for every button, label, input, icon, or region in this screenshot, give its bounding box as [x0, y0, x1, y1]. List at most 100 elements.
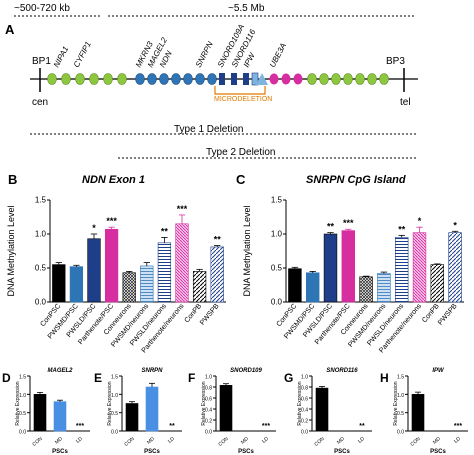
bar [157, 242, 172, 303]
green-gene-marker [47, 73, 57, 85]
y-axis-label: DNA Methylation Level [242, 205, 252, 296]
category-label: LD [75, 436, 84, 445]
snord-marker [219, 73, 225, 85]
y-tick-label: 0.0 [397, 430, 404, 436]
significance-label: *** [177, 204, 188, 214]
y-axis-label: Relative Expression [107, 381, 113, 425]
significance-label: ** [214, 235, 222, 245]
bar [87, 238, 101, 303]
category-label: MD [240, 436, 250, 446]
snord-marker [243, 73, 249, 85]
green-gene-marker [379, 73, 389, 85]
blue-gene-marker [147, 73, 157, 85]
green-gene-marker [367, 73, 377, 85]
significance-label: ** [359, 423, 365, 430]
chart-gene-title: SNORD109 [230, 368, 262, 374]
y-tick-label: 0.4 [205, 408, 212, 414]
y-tick-label: 0.0 [35, 298, 47, 307]
green-gene-marker [61, 73, 71, 85]
bar [175, 223, 189, 303]
significance-label: * [418, 216, 422, 226]
panel-a-label: A [5, 22, 15, 37]
cen-label: cen [32, 97, 49, 108]
category-label: PWSPB [437, 303, 459, 327]
bar [69, 266, 84, 303]
bar [394, 237, 409, 303]
y-tick-label: 1.5 [19, 375, 26, 381]
bar [448, 232, 462, 303]
y-tick-label: 0.2 [301, 419, 308, 425]
category-label: CON [217, 436, 230, 448]
category-label: MD [432, 436, 442, 446]
significance-label: *** [262, 423, 270, 430]
significance-label: * [453, 220, 457, 230]
bar [52, 264, 66, 303]
x-axis-title: PSCs [238, 449, 254, 455]
x-axis-title: PSCs [144, 449, 160, 455]
y-tick-label: 0.0 [301, 430, 308, 436]
green-gene-marker [319, 73, 329, 85]
gene-label: NIPA1 [52, 45, 71, 69]
chart-gene-title: SNRPN [141, 368, 163, 374]
category-label: LD [357, 436, 366, 445]
bar [145, 386, 159, 432]
blue-gene-marker [207, 73, 217, 85]
y-tick-label: 1.0 [397, 393, 404, 399]
y-tick-label: 0.4 [301, 408, 308, 414]
category-label: MD [146, 436, 156, 446]
y-axis-label: DNA Methylation Level [6, 205, 16, 296]
category-label: LD [453, 436, 462, 445]
y-tick-label: 1.0 [301, 375, 308, 381]
blue-gene-marker [159, 73, 169, 85]
bar [430, 264, 445, 303]
magenta-gene-marker [293, 73, 303, 85]
type1-deletion-label: Type 1 Deletion [174, 124, 244, 135]
x-axis-title: PSCs [430, 449, 446, 455]
blue-gene-marker [135, 73, 145, 85]
bar [192, 271, 207, 303]
green-gene-marker [343, 73, 353, 85]
category-label: CON [409, 436, 422, 448]
y-tick-label: 0.6 [205, 397, 212, 403]
green-gene-marker [117, 73, 127, 85]
gene-label: CYFIP1 [72, 40, 93, 69]
blue-gene-marker [171, 73, 181, 85]
y-tick-label: 0.5 [397, 411, 404, 417]
significance-label: ** [161, 226, 169, 236]
span-right-label: ~5.5 Mb [228, 3, 265, 14]
significance-label: *** [343, 218, 354, 228]
category-label: MD [54, 436, 64, 446]
gene-label: UBE3A [268, 42, 288, 69]
significance-label: *** [454, 423, 462, 430]
panel-label: G [284, 371, 293, 385]
significance-label: ** [169, 423, 175, 430]
panel-label: H [380, 371, 389, 385]
green-gene-marker [307, 73, 317, 85]
bar [359, 276, 373, 303]
significance-label: *** [106, 216, 117, 226]
y-tick-label: 1.0 [205, 375, 212, 381]
bar [411, 394, 425, 432]
y-axis-label: Relative Expression [393, 381, 399, 425]
y-axis-label: Relative Expression [15, 381, 21, 425]
chart-gene-title: IPW [432, 368, 445, 374]
bar [377, 273, 391, 303]
bar [323, 233, 338, 303]
category-label: CON [31, 436, 44, 448]
green-gene-marker [355, 73, 365, 85]
y-tick-label: 0.5 [19, 411, 26, 417]
span-left-label: ~500-720 kb [14, 3, 70, 14]
y-tick-label: 1.0 [35, 230, 47, 239]
bar [341, 230, 356, 303]
chart-gene-title: MAGEL2 [47, 368, 73, 374]
bar [125, 403, 139, 432]
tel-label: tel [400, 97, 411, 108]
x-axis-title: PSCs [52, 449, 68, 455]
